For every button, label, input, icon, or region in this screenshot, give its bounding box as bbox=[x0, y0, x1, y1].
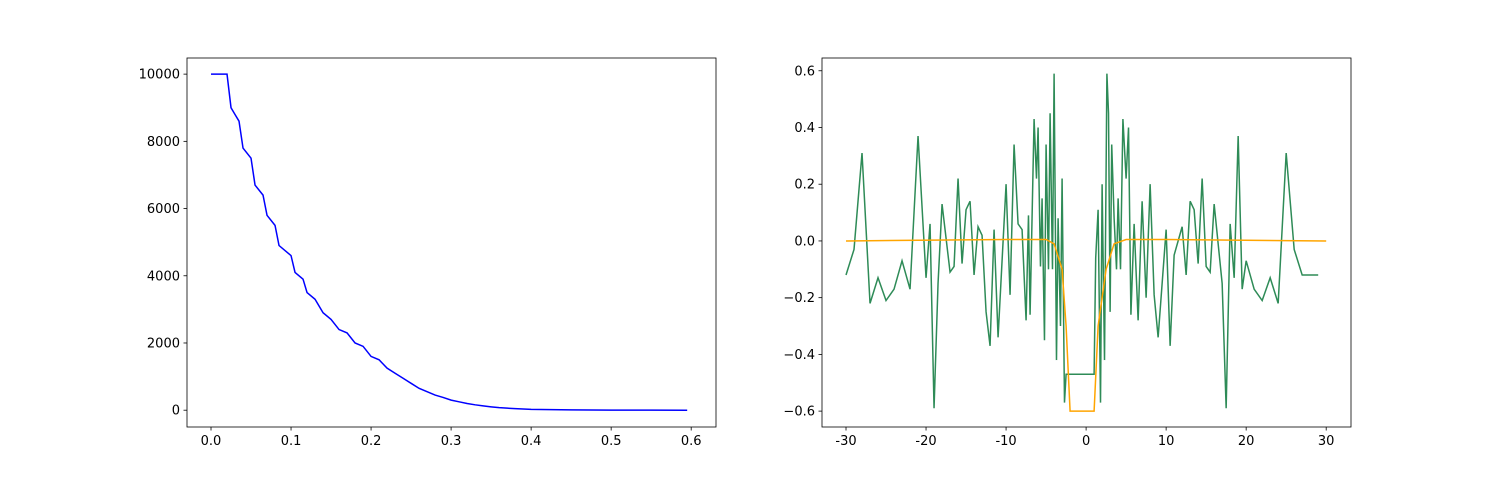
y-tick-label: 0.4 bbox=[794, 121, 815, 136]
y-tick-label: 0 bbox=[172, 404, 180, 419]
x-tick-label: -10 bbox=[995, 434, 1016, 449]
line-series bbox=[845, 73, 1319, 409]
y-tick-label: −0.4 bbox=[783, 348, 815, 363]
y-tick-label: 0.0 bbox=[794, 234, 815, 249]
line-series bbox=[211, 73, 688, 411]
axes-frame bbox=[186, 57, 717, 428]
x-tick-label: -30 bbox=[835, 434, 856, 449]
x-tick-label: 0.0 bbox=[201, 434, 222, 449]
y-tick-label: 0.6 bbox=[794, 64, 815, 79]
x-tick-label: 0 bbox=[1082, 434, 1090, 449]
x-tick-label: 10 bbox=[1158, 434, 1175, 449]
y-tick-label: −0.6 bbox=[783, 405, 815, 420]
y-tick-label: 8000 bbox=[147, 135, 180, 150]
y-tick-label: 10000 bbox=[139, 68, 180, 83]
y-tick-label: 6000 bbox=[147, 202, 180, 217]
y-tick-label: 2000 bbox=[147, 336, 180, 351]
x-tick-label: 0.4 bbox=[521, 434, 542, 449]
x-tick-label: 0.1 bbox=[281, 434, 302, 449]
x-tick-label: 0.3 bbox=[441, 434, 462, 449]
x-tick-label: 0.2 bbox=[361, 434, 382, 449]
x-tick-label: 0.5 bbox=[601, 434, 622, 449]
x-tick-label: 30 bbox=[1318, 434, 1335, 449]
x-tick-label: -20 bbox=[915, 434, 936, 449]
y-tick-label: −0.2 bbox=[783, 291, 815, 306]
y-tick-label: 4000 bbox=[147, 269, 180, 284]
x-tick-label: 20 bbox=[1238, 434, 1255, 449]
axes-frame bbox=[821, 57, 1352, 428]
y-tick-label: 0.2 bbox=[794, 178, 815, 193]
x-tick-label: 0.6 bbox=[681, 434, 702, 449]
line-series bbox=[846, 238, 1327, 412]
